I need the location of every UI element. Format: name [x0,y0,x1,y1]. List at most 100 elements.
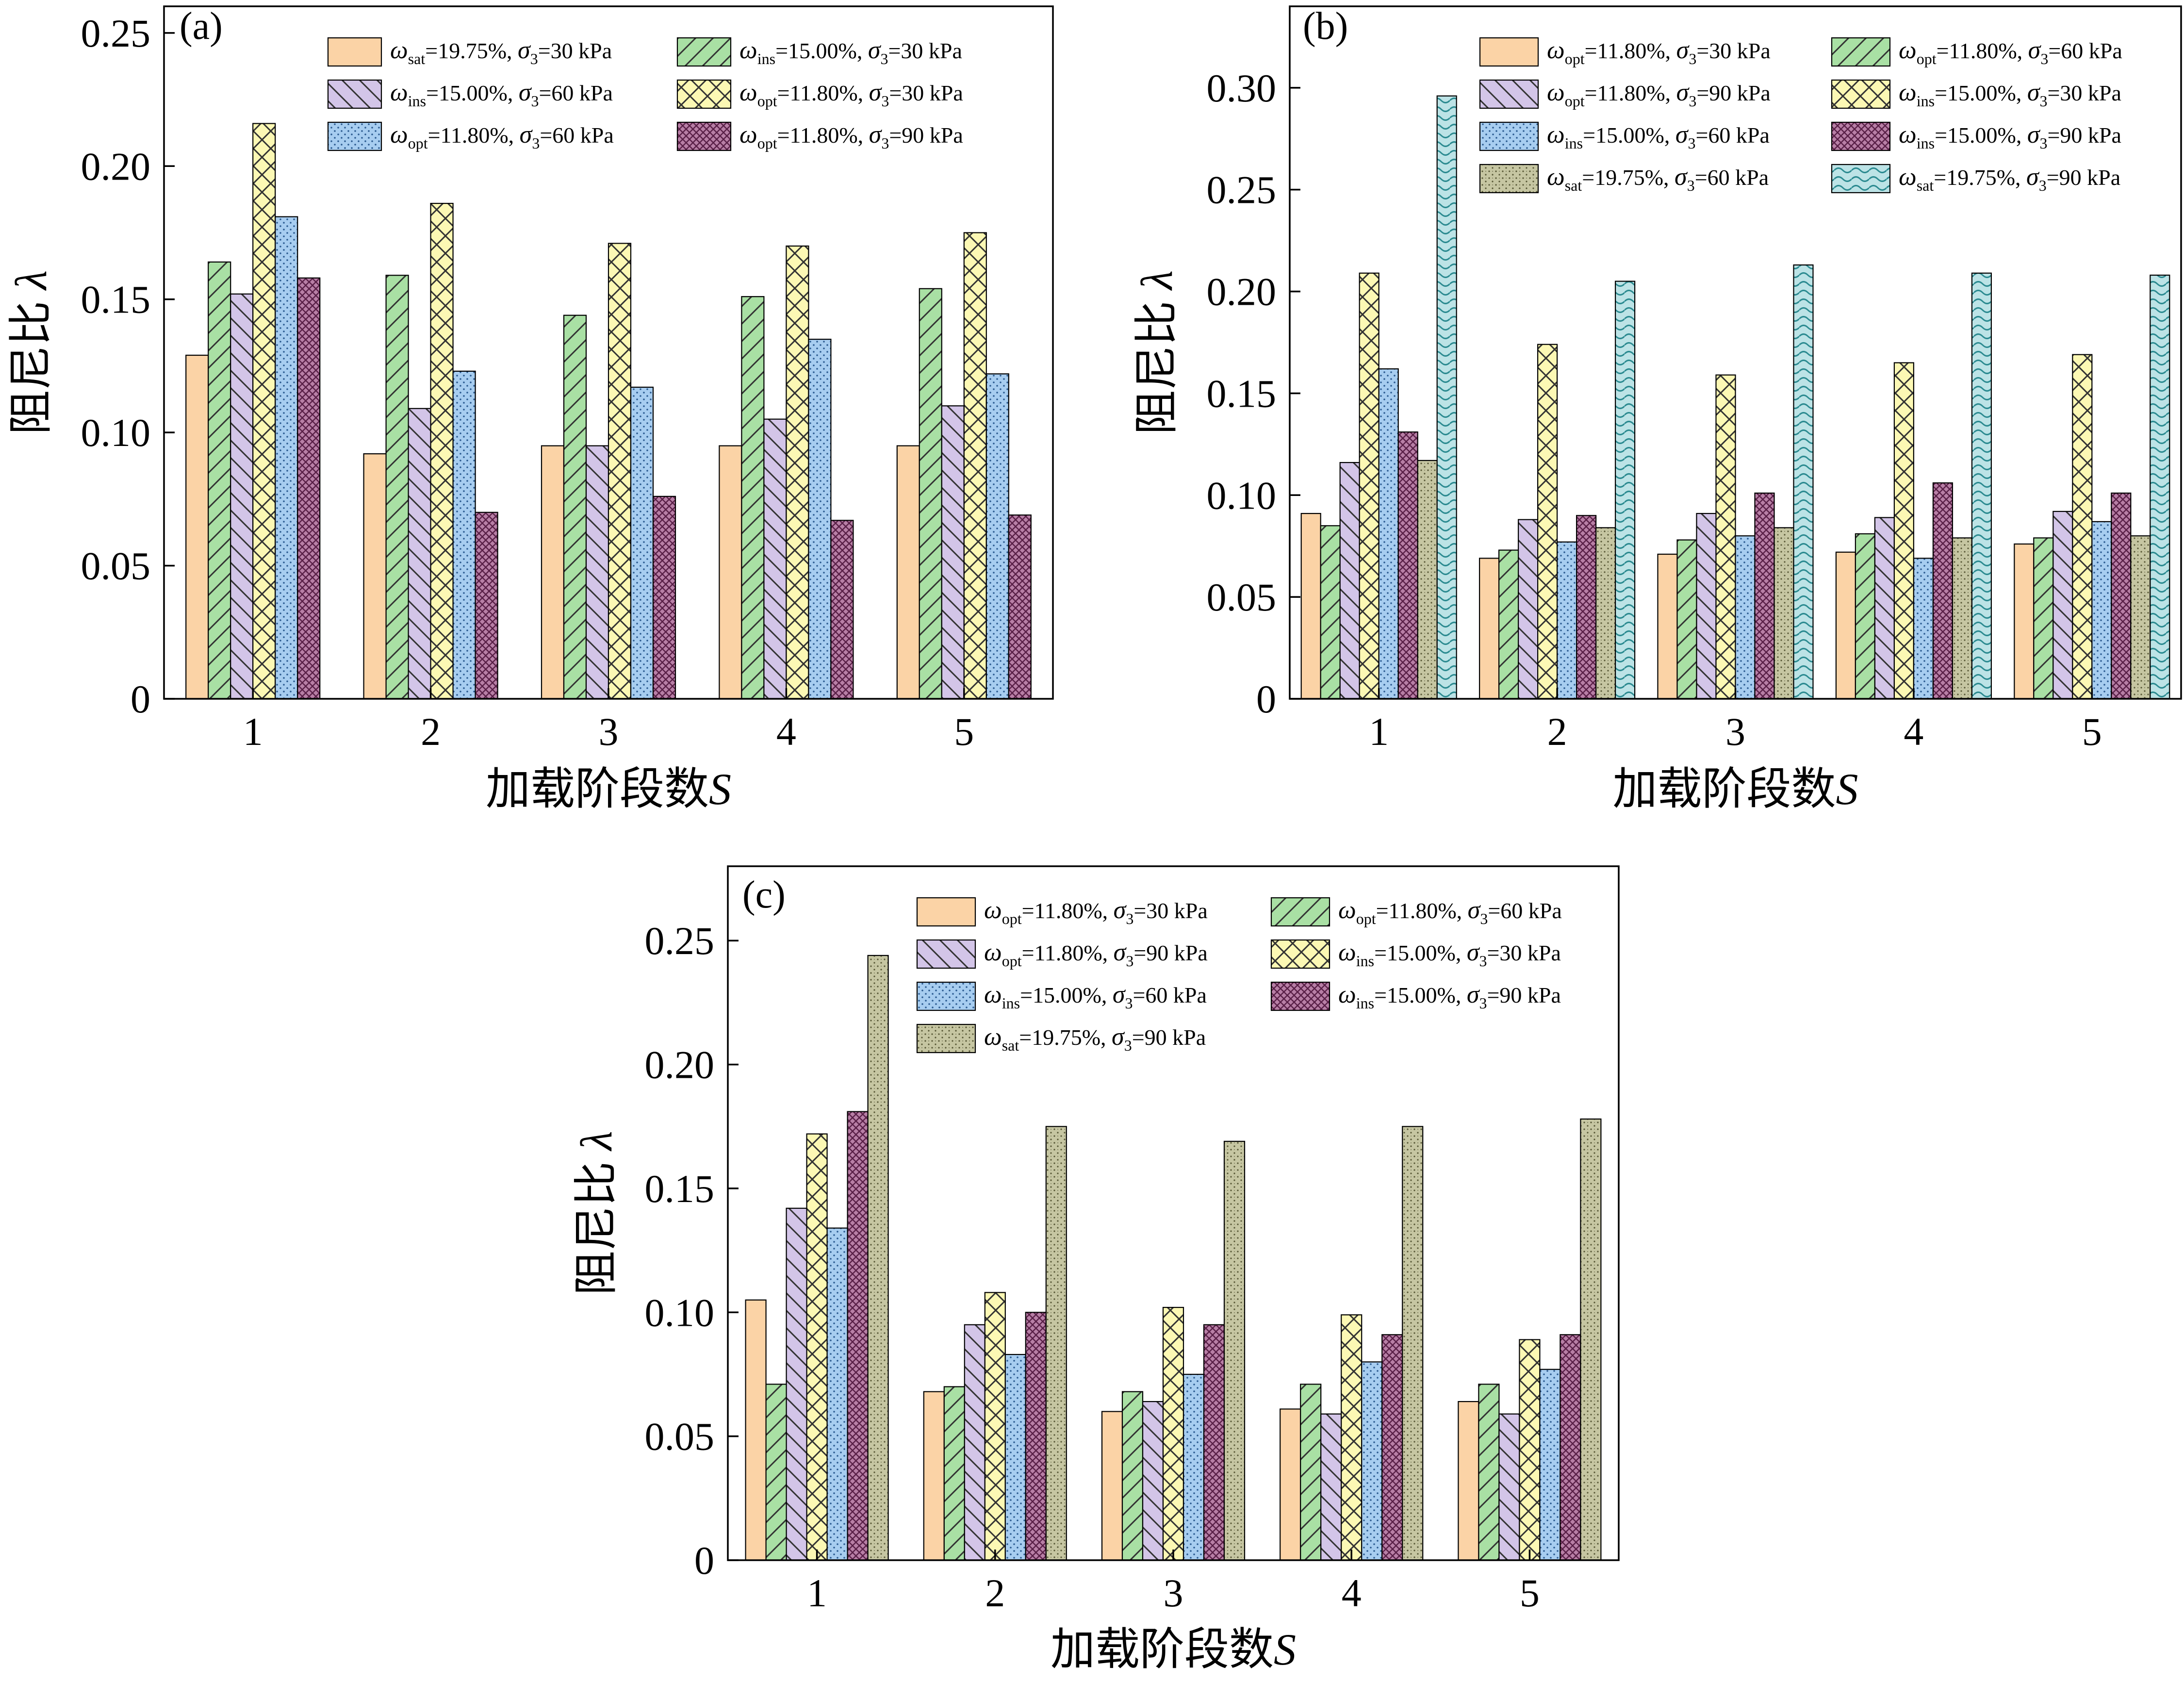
bar-c-s1-c4 [1280,1408,1301,1561]
legend-swatch [1831,79,1891,109]
bar-a-s3-c3 [585,445,609,700]
bar-b-s5-c1 [1378,368,1399,700]
bar-b-s6-c5 [2111,492,2132,700]
legend-label: ωopt=11.80%, σ3=30 kPa [984,896,1208,927]
bar-c-s7-c1 [867,955,889,1561]
bar-b-s4-c3 [1715,374,1736,700]
bar-a-s1-c1 [185,354,209,700]
x-tick-label: 2 [1547,709,1567,754]
legend-item: ωsat=19.75%, σ3=30 kPa [327,36,612,67]
y-tick-label: 0.15 [81,278,151,322]
bar-b-s7-c1 [1417,460,1438,700]
legend-item: ωins=15.00%, σ3=60 kPa [916,981,1207,1012]
y-tick-label: 0 [1256,677,1276,721]
bar-b-s3-c5 [2053,511,2073,700]
x-tick-label: 4 [1904,709,1923,754]
bar-c-s6-c3 [1203,1324,1225,1561]
legend-label: ωopt=11.80%, σ3=60 kPa [1338,896,1562,927]
legend-item: ωopt=11.80%, σ3=60 kPa [1831,36,2122,67]
legend-item: ωsat=19.75%, σ3=90 kPa [916,1023,1206,1054]
bar-b-s3-c4 [1874,517,1895,700]
bar-b-s2-c3 [1676,539,1697,700]
panel-c: 0 0.05 0.10 0.15 0.20 0.25 1 2 3 4 5 加载阶段数S 阻尼比 λ (c)… [572,865,1620,1674]
legend-swatch [1831,164,1891,194]
bar-a-s2-c1 [208,261,231,700]
x-tick-label: 3 [599,709,619,754]
x-tick-label: 5 [954,709,974,754]
bar-b-s7-c4 [1952,537,1972,700]
legend-label: ωins=15.00%, σ3=60 kPa [1547,121,1770,152]
bar-b-s8-c2 [1615,280,1636,700]
legend-item: ωsat=19.75%, σ3=90 kPa [1831,163,2120,194]
bar-b-s6-c1 [1397,431,1418,700]
legend-swatch [916,939,976,969]
bar-c-s7-c3 [1223,1140,1246,1561]
y-axis-label: 阻尼比 λ [6,270,56,435]
bar-b-s1-c1 [1300,512,1321,700]
bar-c-s5-c1 [826,1227,848,1561]
y-axis: 0 0.05 0.10 0.15 0.20 0.25 0.30 [1207,66,1300,721]
bar-c-s4-c5 [1519,1339,1541,1561]
bar-c-s3-c5 [1498,1413,1520,1561]
legend-swatch [1479,121,1539,151]
bar-b-s1-c2 [1479,558,1500,700]
y-tick-label: 0.10 [81,411,151,455]
bar-b-s3-c2 [1518,519,1539,700]
legend-swatch [327,79,382,109]
legend-item: ωins=15.00%, σ3=30 kPa [1831,79,2121,110]
bar-a-s1-c5 [896,445,920,700]
bar-b-s3-c3 [1696,512,1717,700]
bar-a-s5-c2 [452,370,476,700]
bar-a-s3-c4 [763,418,787,700]
legend-swatch [327,121,382,151]
legend-item: ωopt=11.80%, σ3=90 kPa [676,121,963,152]
legend-label: ωopt=11.80%, σ3=90 kPa [1547,79,1771,110]
bars [185,123,1032,700]
y-tick-label: 0.10 [645,1290,715,1335]
bar-c-s2-c4 [1300,1384,1322,1561]
legend-item: ωopt=11.80%, σ3=60 kPa [327,121,614,152]
bar-c-s3-c4 [1320,1413,1342,1561]
legend-label: ωopt=11.80%, σ3=60 kPa [1899,36,2122,67]
legend: ωsat=19.75%, σ3=30 kPa ωins=15.00%, σ3=30… [327,36,963,152]
panel-label: (c) [742,874,786,916]
legend-item: ωins=15.00%, σ3=90 kPa [1270,981,1561,1012]
legend-item: ωopt=11.80%, σ3=90 kPa [1479,79,1771,110]
y-axis-label: 阻尼比 λ [572,1131,621,1296]
bar-a-s4-c5 [963,232,987,700]
y-tick-label: 0.20 [1207,270,1277,314]
legend-swatch [1270,897,1330,927]
legend-swatch [1270,939,1330,969]
legend-label: ωopt=11.80%, σ3=90 kPa [984,939,1208,970]
bar-b-s2-c5 [2033,537,2054,700]
bar-b-s6-c3 [1754,492,1775,700]
x-tick-label: 2 [421,709,441,754]
y-tick-label: 0.10 [1207,473,1277,517]
bar-b-s2-c1 [1320,525,1341,700]
bar-a-s4-c4 [786,245,809,700]
panel-label: (a) [180,5,223,48]
panel-b: 0 0.05 0.10 0.15 0.20 0.25 0.30 1 2 3 4 5 加载阶段数S 阻尼比 … [1132,5,2182,814]
legend-label: ωopt=11.80%, σ3=30 kPa [1547,36,1771,67]
x-axis: 1 2 3 4 5 [807,1550,1540,1615]
x-axis: 1 2 3 4 5 [243,688,974,754]
y-tick-label: 0.05 [1207,575,1277,619]
bar-c-s4-c1 [806,1133,828,1561]
bar-c-s6-c4 [1381,1334,1403,1561]
legend-item: ωopt=11.80%, σ3=30 kPa [676,79,963,110]
bar-a-s3-c2 [408,408,431,700]
y-tick-label: 0.20 [81,144,151,188]
bar-a-s2-c2 [385,275,409,700]
bar-c-s6-c5 [1560,1334,1581,1561]
legend-item: ωsat=19.75%, σ3=60 kPa [1479,163,1769,194]
legend-item: ωins=15.00%, σ3=30 kPa [676,36,962,67]
legend-label: ωins=15.00%, σ3=90 kPa [1338,981,1561,1012]
bar-b-s8-c3 [1793,264,1814,700]
bar-a-s6-c5 [1008,514,1032,700]
bar-c-s5-c4 [1361,1361,1383,1561]
bar-c-s2-c1 [765,1384,787,1561]
bar-b-s1-c4 [1835,551,1856,700]
bar-c-s3-c1 [786,1207,807,1561]
legend-swatch [1479,37,1539,67]
bar-c-s7-c5 [1580,1118,1602,1561]
